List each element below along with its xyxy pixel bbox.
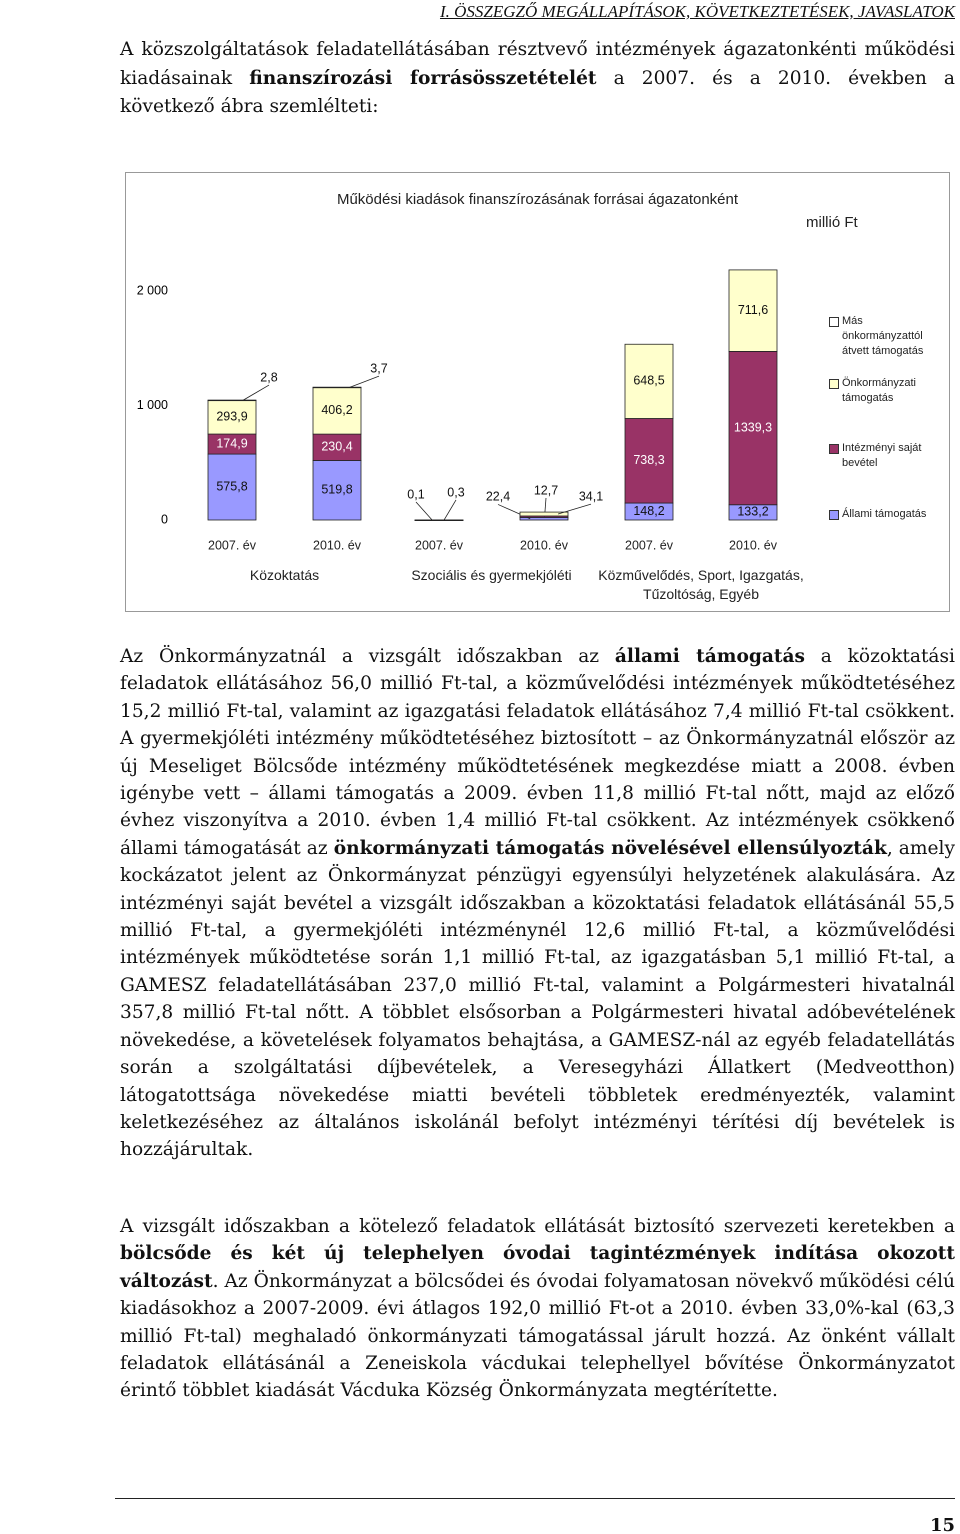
text-run: Az Önkormányzatnál a vizsgált időszakban… (120, 646, 615, 667)
bar-segment (312, 386, 362, 389)
category-group-label: Szociális és gyermekjóléti (411, 567, 572, 583)
text-run: a közoktatási feladatok ellátásához 56,0… (120, 646, 955, 859)
y-tick-label: 0 (161, 512, 168, 526)
x-tick-label: 2007. év (208, 538, 257, 552)
legend-label: Intézményi saját bevétel (842, 442, 922, 469)
page-number: 15 (929, 1515, 955, 1534)
data-label: 34,1 (579, 489, 603, 503)
label-leader (242, 384, 270, 401)
label-leader (349, 375, 380, 388)
legend-swatch (829, 510, 839, 520)
legend-entry: Állami támogatás (829, 507, 941, 522)
legend-entry: Intézményi saját bevétel (829, 441, 941, 471)
category-group-label: Közművelődés, Sport, Igazgatás, Tűzoltós… (598, 567, 804, 602)
bar-segment (414, 519, 464, 521)
unit-label: millió Ft (806, 214, 858, 231)
chart-title: Működési kiadások finanszírozásának forr… (336, 191, 739, 208)
chart-plot: 0 1 000 2 000 575,8 174,9 293,9 2,8 2007. év 519… (137, 269, 778, 552)
bold-text: finanszírozási forrásösszetételét (249, 67, 597, 89)
bar-segment (624, 343, 674, 419)
data-label: 3,7 (370, 361, 387, 375)
y-tick-label: 1 000 (137, 398, 168, 412)
legend-entry: Önkormányzati támogatás (829, 376, 941, 406)
x-tick-label: 2007. év (625, 538, 674, 552)
y-tick-label: 2 000 (137, 283, 168, 297)
bar-segment (207, 399, 257, 402)
text-run: A vizsgált időszakban a kötelező feladat… (120, 1216, 955, 1237)
bold-text: állami támogatás (614, 646, 806, 667)
data-label: 519,8 (321, 483, 352, 497)
data-label: 1339,3 (734, 420, 772, 434)
data-label: 738,3 (633, 453, 664, 467)
x-tick-label: 2010. év (313, 538, 362, 552)
data-label: 22,4 (486, 490, 510, 504)
bar-segment (728, 350, 778, 506)
bold-text: önkormányzati támogatás növelésével elle… (333, 837, 887, 859)
bold-text: bölcsőde és két új telephelyen óvodai ta… (120, 1243, 955, 1292)
bar-segment (312, 387, 362, 435)
bar-segment (312, 433, 362, 461)
data-label: 0,1 (407, 487, 424, 501)
data-label: 648,5 (633, 374, 664, 388)
data-label: 711,6 (738, 303, 768, 317)
bar-segment (624, 418, 674, 504)
running-header: I. ÖSSZEGZŐ MEGÁLLAPÍTÁSOK, KÖVETKEZTETÉ… (439, 2, 955, 21)
data-label: 12,7 (534, 483, 558, 497)
data-label: 406,2 (321, 403, 352, 417)
bar-segment (728, 269, 778, 352)
data-label: 293,9 (216, 410, 247, 424)
data-label: 133,2 (737, 505, 768, 519)
text-run: A közszolgáltatások feladatellátásában r… (120, 39, 955, 89)
x-tick-label: 2010. év (729, 538, 778, 552)
text-run: . Az Önkormányzat a bölcsődei és óvodai … (120, 1270, 955, 1402)
x-tick-label: 2010. év (520, 538, 569, 552)
data-label: 148,2 (633, 504, 664, 518)
label-leader (557, 503, 592, 515)
legend-swatch (829, 317, 839, 327)
legend-swatch (829, 444, 839, 454)
body-paragraph: A vizsgált időszakban a kötelező feladat… (120, 1213, 955, 1405)
legend-swatch (829, 379, 839, 389)
legend-label: Önkormányzati támogatás (842, 377, 916, 404)
legend-label: Más önkormányzattól átvett támogatás (842, 315, 924, 357)
data-label: 174,9 (216, 436, 247, 450)
intro-paragraph: A közszolgáltatások feladatellátásában r… (120, 36, 955, 122)
chart: 0 1 000 2 000 575,8 174,9 293,9 2,8 2007. év 519… (125, 172, 950, 612)
bar-segment (207, 399, 257, 435)
bar-segment (519, 511, 569, 517)
legend-entry: Más önkormányzattól átvett támogatás (829, 314, 941, 359)
text-run: , amely kockázatot jelent az Önkormányza… (120, 837, 955, 1161)
data-label: 0,3 (447, 485, 464, 499)
label-leader (415, 501, 433, 521)
label-leader (443, 499, 457, 521)
category-group-label: Közoktatás (249, 567, 320, 583)
x-tick-label: 2007. év (415, 538, 464, 552)
data-label: 575,8 (216, 479, 247, 493)
text-run: a 2007. és a 2010. években a következő á… (120, 67, 956, 118)
body-paragraph: Az Önkormányzatnál a vizsgált időszakban… (120, 643, 955, 1164)
legend-label: Állami támogatás (842, 508, 927, 520)
bar-segment (312, 460, 362, 521)
data-label: 2,8 (260, 370, 277, 384)
footer-rule (115, 1498, 955, 1499)
data-label: 230,4 (321, 440, 352, 454)
